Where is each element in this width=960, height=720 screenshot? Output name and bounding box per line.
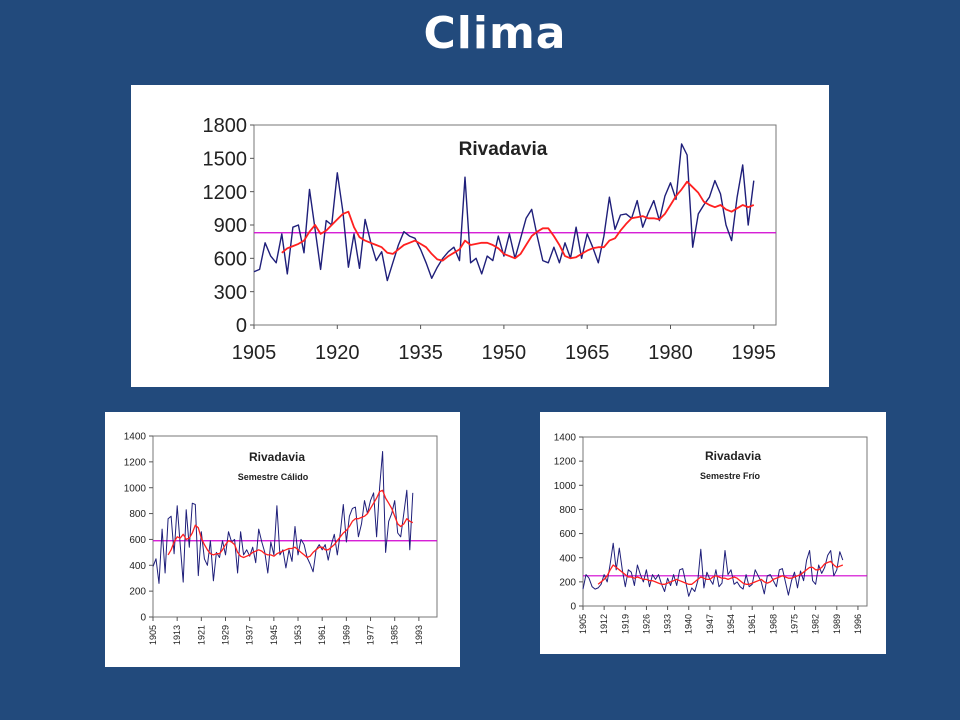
plot-frame xyxy=(152,435,438,618)
chart-subtitle: Semestre Frío xyxy=(700,471,761,481)
y-tick-label: 900 xyxy=(214,215,247,237)
x-tick-label: 1975 xyxy=(789,614,799,634)
x-tick-label: 1961 xyxy=(747,614,757,634)
x-tick-label: 1905 xyxy=(578,614,588,634)
y-tick-label: 1800 xyxy=(203,115,248,137)
x-tick-label: 1926 xyxy=(641,614,651,634)
x-tick-label: 1954 xyxy=(726,614,736,634)
x-tick-label: 1929 xyxy=(221,625,231,645)
x-tick-label: 1913 xyxy=(172,625,182,645)
annual-series-line xyxy=(152,451,414,584)
x-tick-label: 1950 xyxy=(482,342,527,364)
x-tick-label: 1982 xyxy=(811,614,821,634)
y-tick-label: 800 xyxy=(129,509,146,520)
x-tick-label: 1935 xyxy=(398,342,443,364)
chart-title: Rivadavia xyxy=(459,139,548,160)
moving-average-line xyxy=(597,560,844,585)
x-tick-label: 1953 xyxy=(293,625,303,645)
y-tick-label: 600 xyxy=(129,535,146,546)
y-tick-label: 1200 xyxy=(124,457,147,468)
x-tick-label: 1919 xyxy=(620,614,630,634)
chart-title: Rivadavia xyxy=(249,450,305,464)
x-tick-label: 1980 xyxy=(648,342,693,364)
x-tick-label: 1965 xyxy=(565,342,610,364)
x-tick-label: 1920 xyxy=(315,342,360,364)
x-tick-label: 1996 xyxy=(853,614,863,634)
x-tick-label: 1905 xyxy=(148,625,158,645)
y-tick-label: 800 xyxy=(559,505,576,516)
slide-title: Clima xyxy=(423,8,567,59)
y-tick-label: 400 xyxy=(129,561,146,572)
x-tick-label: 1945 xyxy=(269,625,279,645)
y-tick-label: 0 xyxy=(570,602,576,613)
plot-frame xyxy=(582,436,868,607)
x-tick-label: 1989 xyxy=(832,614,842,634)
chart-subtitle: Semestre Cálido xyxy=(238,472,309,482)
x-tick-label: 1937 xyxy=(245,625,255,645)
x-tick-label: 1968 xyxy=(768,614,778,634)
main-chart-svg: 0 300 600 900 1200 1500 1800 1905 1920 1935 1950 19… xyxy=(203,115,777,364)
y-tick-label: 1400 xyxy=(124,432,147,443)
x-tick-label: 1977 xyxy=(366,625,376,645)
y-tick-label: 200 xyxy=(129,587,146,598)
x-tick-label: 1961 xyxy=(317,625,327,645)
warm-semester-chart-svg: 0 200 400 600 800 1000 1200 1400 1905 1913 1921 192… xyxy=(124,432,438,645)
x-tick-label: 1947 xyxy=(705,614,715,634)
x-tick-label: 1995 xyxy=(732,342,777,364)
y-tick-label: 600 xyxy=(559,529,576,540)
moving-average-line xyxy=(167,489,414,559)
cold-semester-chart-panel: 0 200 400 600 800 1000 1200 1400 1905 1912 1919 192… xyxy=(540,412,886,654)
y-tick-label: 600 xyxy=(214,249,247,271)
y-tick-label: 1000 xyxy=(124,483,147,494)
annual-series-line xyxy=(582,542,844,597)
annual-series-line xyxy=(253,143,755,282)
chart-title: Rivadavia xyxy=(705,449,761,463)
x-tick-label: 1905 xyxy=(232,342,277,364)
x-tick-label: 1985 xyxy=(390,625,400,645)
y-tick-label: 1200 xyxy=(203,182,248,204)
y-tick-label: 400 xyxy=(559,553,576,564)
main-chart-panel: 0 300 600 900 1200 1500 1800 1905 1920 1935 1950 19… xyxy=(131,85,829,387)
y-tick-label: 0 xyxy=(236,315,247,337)
y-tick-label: 200 xyxy=(559,577,576,588)
x-tick-label: 1921 xyxy=(196,625,206,645)
warm-semester-chart-panel: 0 200 400 600 800 1000 1200 1400 1905 1913 1921 192… xyxy=(105,412,460,667)
cold-semester-chart-svg: 0 200 400 600 800 1000 1200 1400 1905 1912 1919 192… xyxy=(554,433,868,634)
x-tick-label: 1912 xyxy=(599,614,609,634)
y-tick-label: 1500 xyxy=(203,149,248,171)
x-tick-label: 1993 xyxy=(414,625,424,645)
y-tick-label: 1200 xyxy=(554,457,577,468)
y-tick-label: 300 xyxy=(214,282,247,304)
y-tick-label: 1000 xyxy=(554,481,577,492)
x-tick-label: 1933 xyxy=(663,614,673,634)
y-tick-label: 0 xyxy=(140,613,146,624)
y-tick-label: 1400 xyxy=(554,433,577,444)
moving-average-line xyxy=(281,180,755,262)
x-tick-label: 1969 xyxy=(341,625,351,645)
x-tick-label: 1940 xyxy=(684,614,694,634)
